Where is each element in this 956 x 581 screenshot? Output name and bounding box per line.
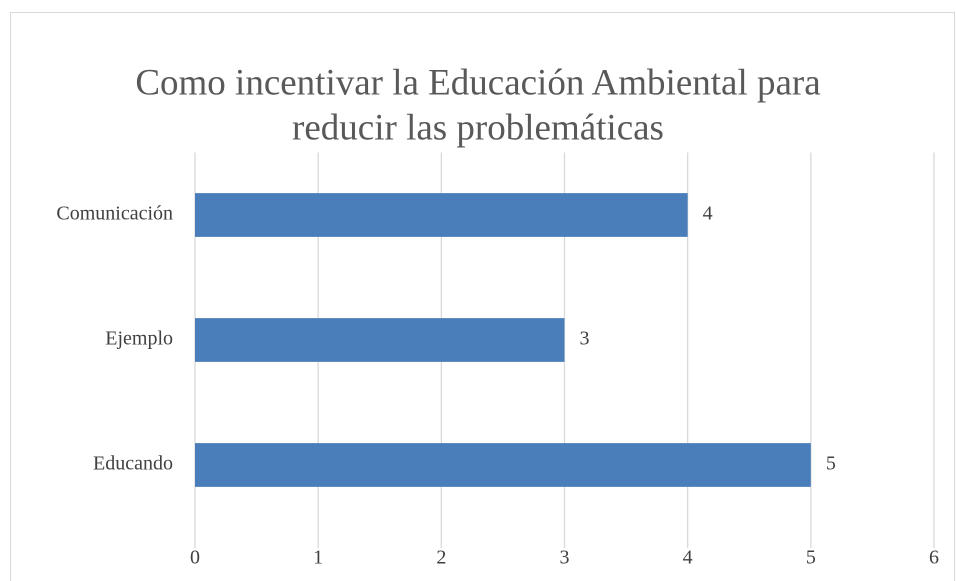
y-tick-label: Comunicación <box>56 203 173 225</box>
x-tick-label: 6 <box>929 547 939 569</box>
x-tick-label: 5 <box>806 547 816 569</box>
x-tick-label: 3 <box>560 547 570 569</box>
data-label: 4 <box>703 203 713 225</box>
x-tick-label: 4 <box>683 547 693 569</box>
y-tick-label: Educando <box>93 453 173 475</box>
chart-border <box>10 12 955 581</box>
data-label: 3 <box>580 328 590 350</box>
bar <box>195 443 811 487</box>
x-tick-label: 1 <box>313 547 323 569</box>
chart-title: Como incentivar la Educación Ambiental p… <box>135 62 820 103</box>
x-tick-label: 2 <box>436 547 446 569</box>
bar <box>195 193 688 237</box>
bar <box>195 318 565 362</box>
chart-title: reducir las problemáticas <box>292 107 664 148</box>
data-label: 5 <box>826 453 836 475</box>
x-tick-label: 0 <box>190 547 200 569</box>
y-tick-label: Ejemplo <box>105 328 173 350</box>
